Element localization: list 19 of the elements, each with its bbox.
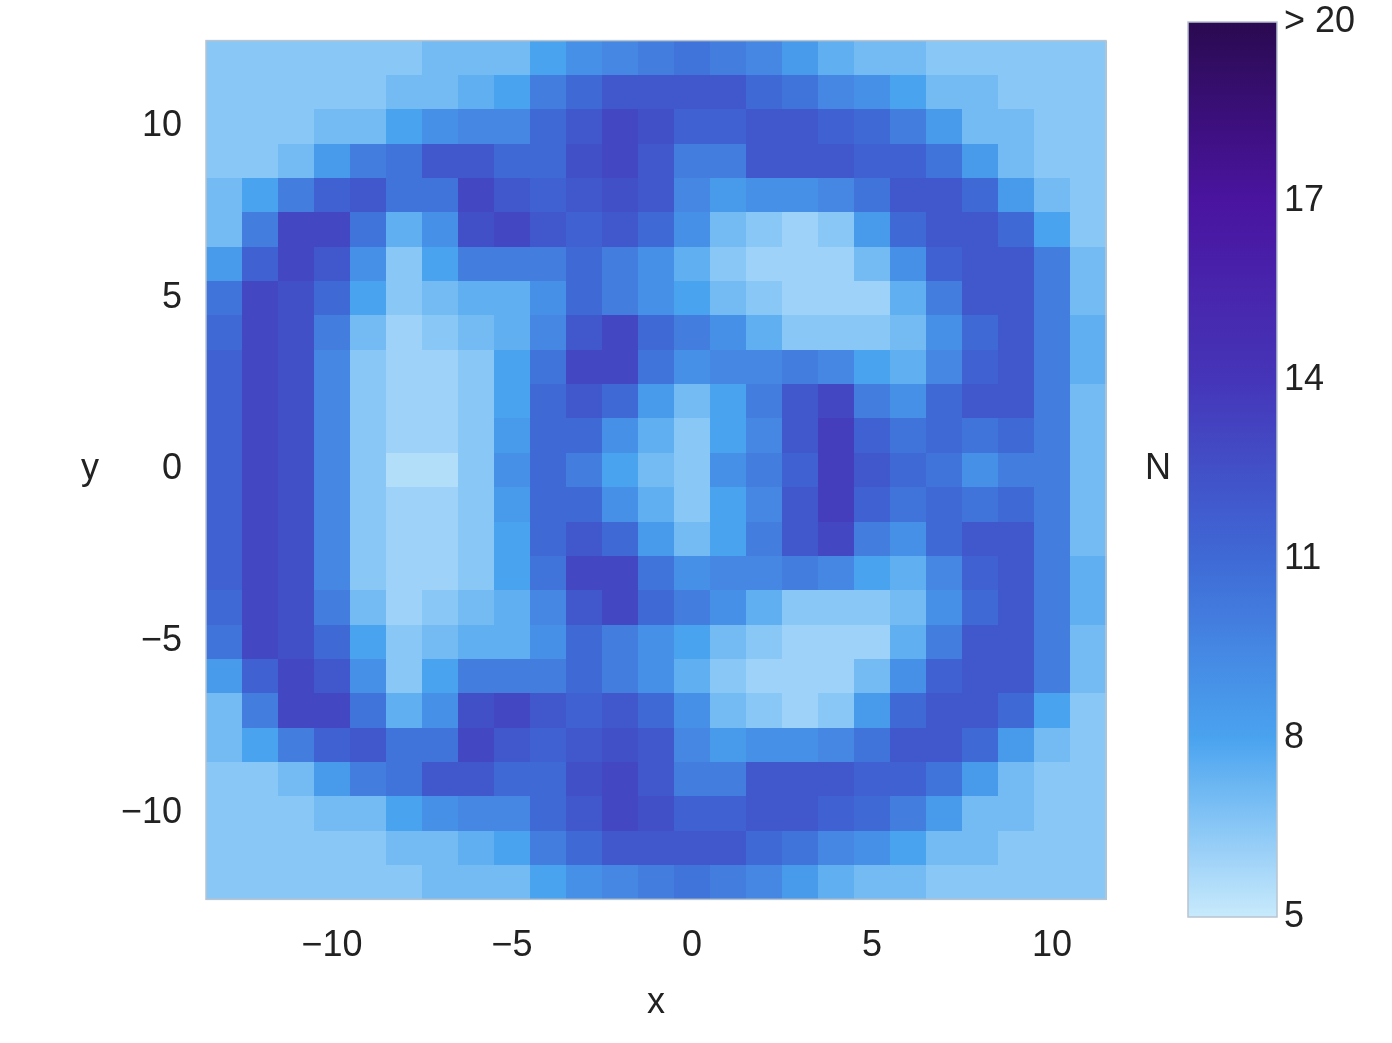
color-bar-title: N [1145, 446, 1171, 488]
x-tick-label: 0 [681, 922, 703, 964]
color-bar-label: > 20 [1284, 0, 1356, 40]
color-bar-label: 5 [1284, 893, 1305, 935]
x-tick-label: 5 [861, 922, 883, 964]
color-bar-label: 8 [1284, 714, 1305, 756]
x-axis-title: x [647, 979, 665, 1021]
color-bar-label: 14 [1284, 356, 1325, 398]
y-tick-label: −5 [140, 618, 182, 660]
color-bar-label: 11 [1284, 535, 1322, 577]
y-tick-label: 5 [161, 274, 182, 316]
color-bar-label: 17 [1284, 177, 1325, 219]
y-tick-label: −10 [120, 789, 182, 831]
x-tick-label: −5 [491, 922, 533, 964]
y-tick-label: 10 [141, 102, 182, 144]
x-tick-label: −10 [301, 922, 363, 964]
y-tick-label: 0 [161, 446, 182, 488]
x-tick-label: 10 [1031, 922, 1073, 964]
y-axis-title: y [81, 446, 99, 488]
